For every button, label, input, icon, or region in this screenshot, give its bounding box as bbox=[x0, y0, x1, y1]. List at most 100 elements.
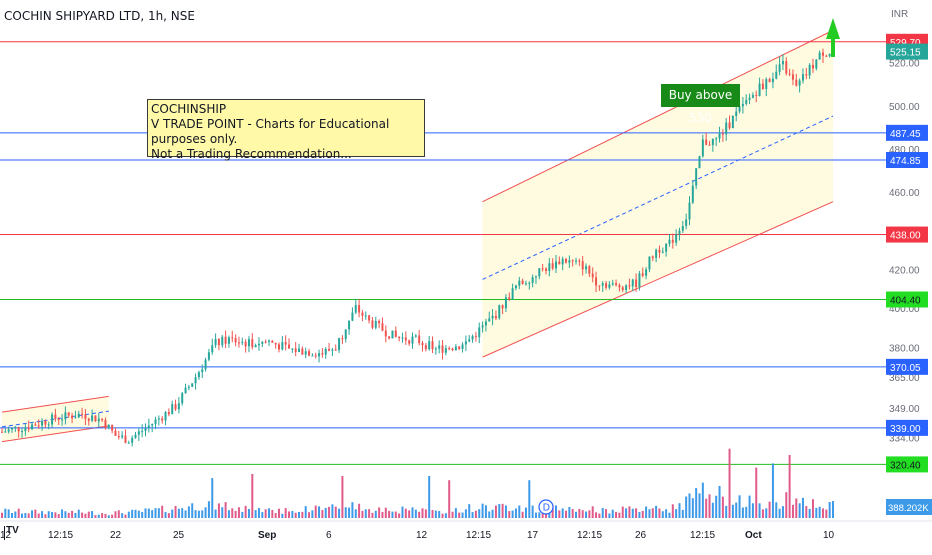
volume-bar bbox=[788, 455, 791, 518]
candle-body bbox=[818, 52, 821, 60]
price-tag-bg-5 bbox=[886, 291, 928, 308]
candle-body bbox=[104, 420, 107, 429]
candle-body bbox=[444, 348, 447, 353]
volume-bar bbox=[681, 509, 684, 518]
volume-bar bbox=[648, 509, 651, 518]
candle-body bbox=[181, 393, 184, 404]
volume-bar bbox=[798, 503, 801, 518]
candle-body bbox=[675, 234, 678, 243]
candle-body bbox=[1, 431, 3, 433]
candle-body bbox=[695, 168, 698, 186]
candle-body bbox=[484, 321, 487, 326]
candle-body bbox=[328, 348, 331, 351]
y-tick-label: 380.00 bbox=[889, 343, 920, 354]
candle-body bbox=[404, 337, 407, 341]
volume-bar bbox=[558, 510, 561, 518]
volume-bar bbox=[378, 507, 381, 518]
candle-body bbox=[21, 431, 24, 433]
volume-bar bbox=[398, 513, 401, 518]
volume-bar bbox=[84, 513, 87, 518]
x-tick-label: 26 bbox=[635, 530, 647, 541]
volume-bar bbox=[254, 510, 257, 518]
volume-tag-bg bbox=[886, 499, 932, 515]
candle-body bbox=[157, 418, 160, 420]
candle-body bbox=[351, 312, 354, 321]
candle-body bbox=[371, 320, 374, 328]
candle-body bbox=[251, 339, 254, 348]
candle-body bbox=[294, 348, 297, 353]
x-tick-label: 12:15 bbox=[690, 530, 715, 541]
volume-bar bbox=[371, 512, 374, 518]
candle-body bbox=[565, 258, 568, 263]
volume-bar bbox=[665, 509, 668, 518]
volume-bar bbox=[361, 510, 364, 518]
candle-body bbox=[127, 442, 130, 444]
volume-bar bbox=[758, 503, 761, 518]
volume-bar bbox=[237, 507, 240, 518]
volume-bar bbox=[298, 511, 301, 518]
candle-body bbox=[518, 280, 521, 286]
candle-body bbox=[618, 285, 621, 288]
candle-body bbox=[237, 342, 240, 344]
volume-bar bbox=[328, 506, 331, 518]
candle-body bbox=[741, 103, 744, 107]
candle-body bbox=[808, 64, 811, 76]
volume-bar bbox=[81, 512, 84, 518]
candle-body bbox=[391, 330, 394, 339]
volume-bar bbox=[585, 511, 588, 518]
volume-bar bbox=[308, 512, 311, 518]
volume-bar bbox=[761, 509, 764, 518]
candle-body bbox=[318, 353, 321, 357]
candle-body bbox=[494, 315, 497, 319]
volume-bar bbox=[611, 509, 614, 518]
volume-bar bbox=[441, 513, 444, 518]
volume-bar bbox=[571, 509, 574, 518]
volume-bar bbox=[321, 510, 324, 518]
volume-bar bbox=[354, 509, 357, 518]
volume-bar bbox=[488, 511, 491, 518]
candle-body bbox=[628, 285, 631, 287]
volume-bar bbox=[685, 496, 688, 518]
y-tick-label: 520.00 bbox=[889, 59, 920, 70]
volume-bar bbox=[451, 511, 454, 518]
channel-lower-0 bbox=[1, 425, 109, 443]
volume-bar bbox=[221, 507, 224, 518]
y-tick-label: 349.00 bbox=[889, 404, 920, 415]
candle-body bbox=[805, 74, 808, 76]
volume-bar bbox=[785, 492, 788, 518]
volume-bar bbox=[184, 510, 187, 518]
volume-bar bbox=[104, 513, 107, 518]
candle-body bbox=[544, 268, 547, 271]
candle-body bbox=[134, 434, 137, 438]
volume-bar bbox=[484, 505, 487, 518]
price-tag-label: 487.45 bbox=[890, 129, 921, 140]
volume-bar bbox=[705, 498, 708, 518]
volume-bar bbox=[234, 510, 237, 518]
price-tag-label: 438.00 bbox=[890, 231, 921, 242]
candle-body bbox=[231, 337, 234, 339]
channel-mid-1 bbox=[482, 115, 834, 280]
candle-body bbox=[187, 386, 190, 388]
volume-bar bbox=[471, 512, 474, 518]
price-tag-label: 320.40 bbox=[890, 460, 921, 471]
candle-body bbox=[71, 415, 74, 419]
channel-upper-1 bbox=[482, 29, 834, 203]
candle-body bbox=[481, 325, 484, 328]
volume-bar bbox=[21, 513, 24, 518]
volume-bar bbox=[14, 511, 17, 518]
volume-bar bbox=[288, 511, 291, 518]
candle-body bbox=[591, 273, 594, 278]
candle-body bbox=[278, 344, 280, 350]
candle-body bbox=[64, 412, 67, 420]
volume-bar bbox=[494, 505, 497, 518]
price-tag-label: 525.15 bbox=[890, 48, 921, 59]
tradingview-logo-icon bbox=[4, 526, 5, 540]
volume-bar bbox=[31, 510, 34, 518]
volume-bar bbox=[431, 509, 434, 518]
volume-bar bbox=[227, 510, 230, 518]
volume-bar bbox=[514, 508, 517, 518]
volume-bar bbox=[691, 498, 694, 518]
volume-bar bbox=[44, 514, 47, 518]
